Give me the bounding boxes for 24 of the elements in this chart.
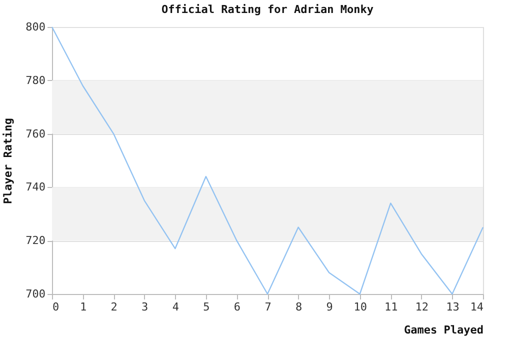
x-tick-label: 13 xyxy=(446,300,460,314)
x-tick-label: 4 xyxy=(172,300,180,314)
x-tick-label: 8 xyxy=(295,300,302,314)
x-tick-label: 14 xyxy=(470,300,484,314)
y-tick-label: 700 xyxy=(26,288,46,300)
x-tick-label: 11 xyxy=(384,300,398,314)
x-tick-label: 3 xyxy=(142,300,148,314)
x-tick-label: 5 xyxy=(203,300,210,314)
y-tick-label: 800 xyxy=(26,20,46,34)
y-axis-title: Player Rating xyxy=(2,118,15,204)
x-tick-label: 0 xyxy=(52,300,60,314)
x-tick-label: 1 xyxy=(80,300,87,314)
x-tick-label: 2 xyxy=(110,300,118,314)
chart-title: Official Rating for Adrian Monky xyxy=(162,3,374,16)
x-tick-label: 6 xyxy=(234,300,241,314)
x-tick-label: 10 xyxy=(354,300,367,314)
x-tick-label: 7 xyxy=(264,300,272,314)
x-tick-label: 9 xyxy=(326,300,333,314)
y-tick-label: 780 xyxy=(26,74,46,87)
x-tick-label: 12 xyxy=(415,300,429,314)
y-tick-label: 740 xyxy=(26,180,46,194)
y-tick-label: 720 xyxy=(26,234,46,248)
y-tick-label: 760 xyxy=(26,127,46,140)
x-axis-title: Games Played xyxy=(404,324,484,336)
